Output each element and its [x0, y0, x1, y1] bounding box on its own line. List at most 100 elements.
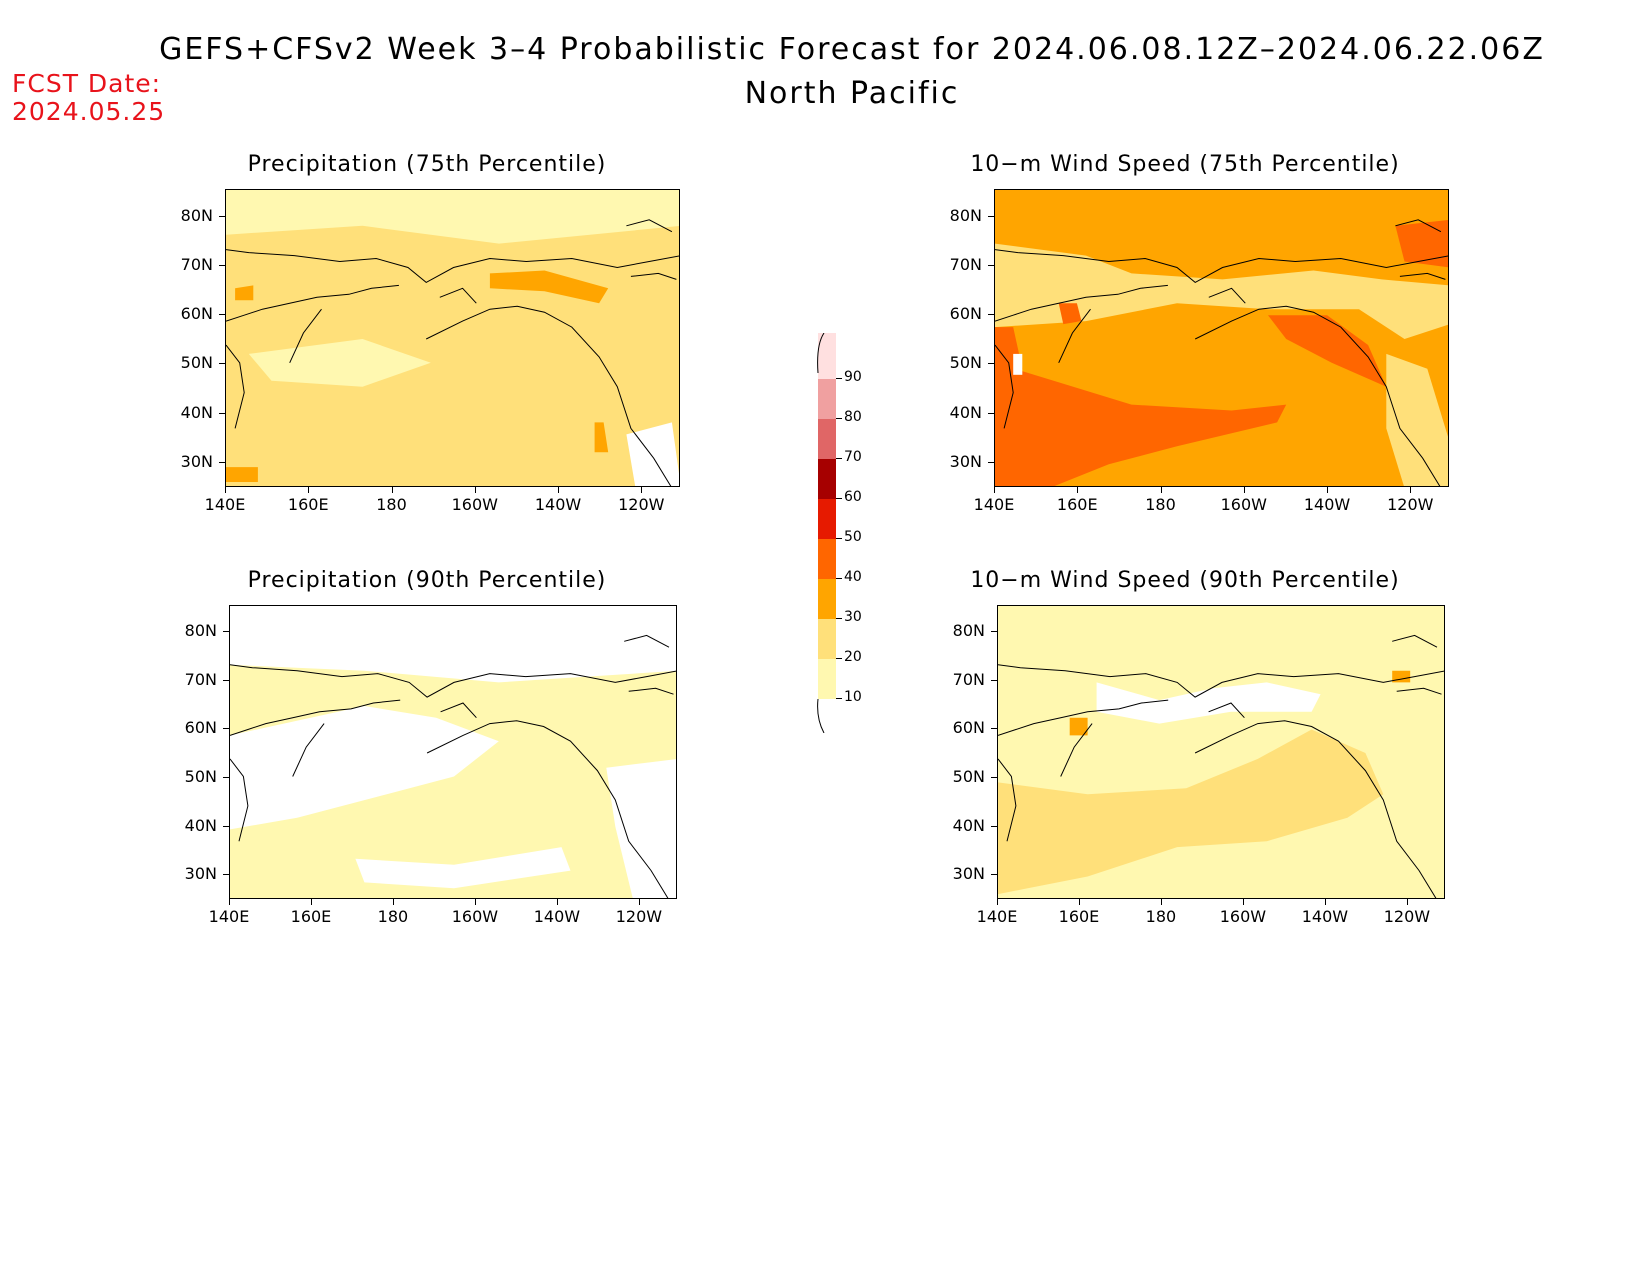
- contour-area: [998, 729, 1384, 895]
- lon-tick: [558, 487, 560, 493]
- colorbar-tick: [836, 498, 842, 499]
- coastline: [995, 344, 1014, 429]
- lat-label: 80N: [952, 621, 985, 641]
- lon-tick: [474, 899, 476, 905]
- lat-tick: [991, 874, 997, 875]
- lat-label: 50N: [184, 766, 217, 786]
- coastline: [230, 664, 676, 698]
- lon-tick: [1406, 899, 1408, 905]
- lon-label: 140W: [533, 907, 581, 926]
- coastline: [626, 219, 673, 233]
- coastline: [998, 699, 1169, 736]
- colorbar-tick: [836, 578, 842, 579]
- region-subtitle: North Pacific: [744, 76, 960, 111]
- map-wind90: [997, 605, 1445, 899]
- panel-title-wind90: 10−m Wind Speed (90th Percentile): [970, 568, 1400, 593]
- lat-label: 30N: [184, 864, 217, 883]
- contour-area: [235, 285, 254, 301]
- lon-label: 160W: [1220, 495, 1267, 514]
- colorbar-segment: [818, 619, 836, 659]
- coastline: [226, 344, 245, 429]
- contour-area: [1013, 353, 1023, 375]
- forecast-date-value: 2024.05.25: [12, 97, 166, 126]
- contour-area: [1058, 303, 1082, 325]
- lat-label: 60N: [949, 304, 982, 324]
- lon-label: 140W: [1303, 495, 1351, 514]
- colorbar-tick: [836, 618, 842, 619]
- coastline: [624, 634, 670, 648]
- coastline: [1392, 634, 1438, 648]
- lon-label: 140E: [204, 495, 246, 514]
- lat-label: 50N: [952, 766, 985, 786]
- lat-label: 50N: [180, 353, 213, 373]
- coastline: [230, 758, 249, 842]
- map-field-wind90: [998, 606, 1444, 898]
- lon-tick: [1160, 899, 1162, 905]
- lon-label: 140E: [976, 907, 1018, 926]
- lat-tick: [991, 776, 997, 778]
- coastline: [226, 249, 679, 284]
- lat-label: 70N: [180, 254, 213, 274]
- lat-label: 60N: [184, 718, 217, 738]
- lon-label: 140E: [973, 495, 1015, 514]
- lon-tick: [1410, 487, 1412, 493]
- contour-area: [606, 759, 676, 898]
- coastline: [1395, 219, 1442, 233]
- lon-tick: [1242, 899, 1244, 905]
- lat-label: 40N: [180, 402, 213, 422]
- lon-tick: [391, 487, 393, 493]
- lon-label: 120W: [615, 907, 663, 926]
- lat-tick: [988, 215, 994, 217]
- lat-tick: [988, 412, 994, 414]
- contour-area: [355, 847, 571, 889]
- coastline: [998, 758, 1017, 842]
- colorbar-level-label: 20: [844, 649, 862, 665]
- colorbar-tick: [836, 418, 842, 419]
- coastline: [630, 272, 677, 280]
- coastline: [1060, 723, 1093, 777]
- coastline: [1194, 720, 1437, 898]
- lon-tick: [310, 899, 312, 905]
- colorbar-bottom-cap: [817, 698, 825, 733]
- colorbar-tick: [836, 538, 842, 539]
- contour-area: [489, 270, 609, 304]
- lon-label: 160W: [451, 495, 498, 514]
- colorbar-segment: [818, 539, 836, 579]
- lat-tick: [991, 825, 997, 827]
- coastline: [292, 723, 325, 777]
- lat-tick: [219, 215, 225, 217]
- panel-title-precip75: Precipitation (75th Percentile): [247, 152, 607, 177]
- colorbar-segment: [818, 333, 836, 379]
- contour-area: [995, 362, 1287, 486]
- lat-label: 80N: [180, 205, 213, 225]
- lon-label: 180: [1145, 907, 1177, 926]
- lon-tick: [638, 899, 640, 905]
- map-field-wind75: [995, 190, 1448, 486]
- lon-tick: [392, 899, 394, 905]
- main-title: GEFS+CFSv2 Week 3–4 Probabilistic Foreca…: [159, 32, 1545, 67]
- lat-label: 30N: [949, 451, 982, 471]
- coastline: [1194, 305, 1441, 486]
- lat-label: 30N: [180, 451, 213, 471]
- lon-tick: [641, 487, 643, 493]
- colorbar-level-label: 50: [844, 529, 862, 545]
- lon-label: 140W: [1301, 907, 1349, 926]
- lat-label: 80N: [949, 205, 982, 225]
- lat-label: 30N: [952, 864, 985, 883]
- colorbar-top-cap: [817, 333, 825, 374]
- coastline: [998, 664, 1444, 698]
- colorbar-segment: [818, 499, 836, 539]
- contour-area: [230, 706, 499, 830]
- colorbar-segment: [818, 579, 836, 619]
- contour-area: [230, 606, 676, 683]
- coastline: [440, 702, 477, 719]
- coastline: [289, 308, 322, 364]
- lat-label: 80N: [184, 621, 217, 641]
- panel-title-wind75: 10−m Wind Speed (75th Percentile): [970, 152, 1400, 177]
- colorbar-tick: [836, 658, 842, 659]
- lat-label: 40N: [952, 815, 985, 835]
- lat-label: 70N: [949, 254, 982, 274]
- colorbar-segment: [818, 379, 836, 419]
- lon-tick: [225, 487, 226, 493]
- lon-label: 180: [376, 495, 407, 514]
